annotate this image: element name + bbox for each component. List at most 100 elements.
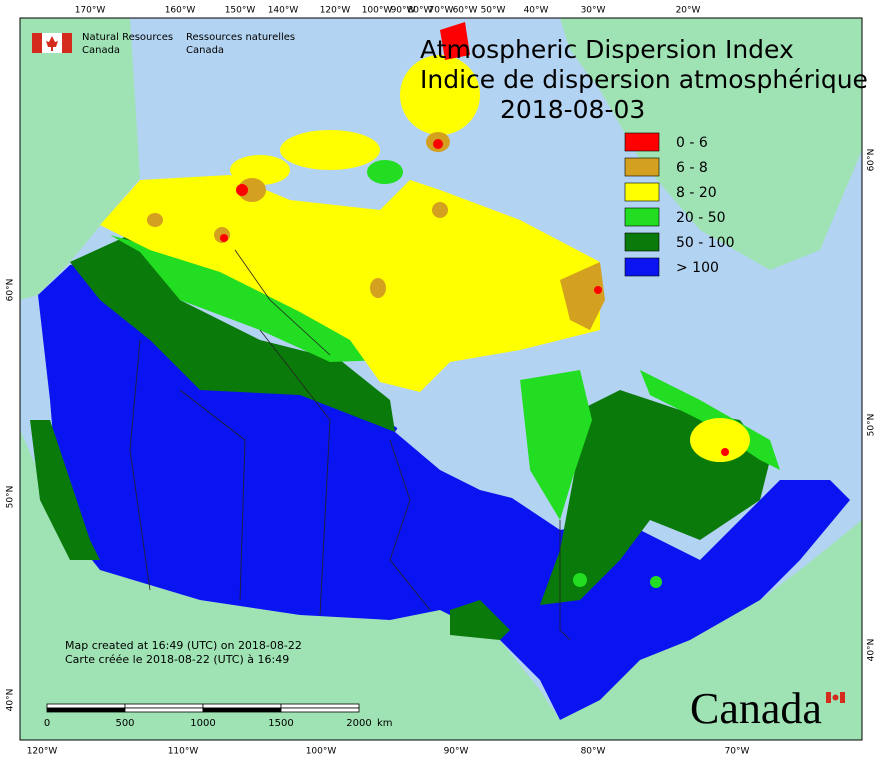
zone-6-8 <box>432 202 448 218</box>
zone-50-100 <box>70 230 395 432</box>
legend-swatch <box>624 232 660 252</box>
legend-label: 50 - 100 <box>676 235 735 251</box>
graticule-right: 60°N <box>867 149 877 172</box>
graticule-top: 90°W <box>391 6 416 16</box>
flag-bar <box>62 33 72 53</box>
graticule-bottom: 120°W <box>27 747 58 757</box>
boundary <box>259 329 331 616</box>
graticule-top: 60°W <box>453 6 478 16</box>
graticule-top: 150°W <box>225 6 256 16</box>
signature: Natural Resources Canada Ressources natu… <box>32 32 295 56</box>
graticule-bottom: 100°W <box>306 747 337 757</box>
zone-8-20-island <box>230 155 290 185</box>
zone-20-50-spot <box>650 576 662 588</box>
zone-8-20-labrador <box>690 418 750 462</box>
scale-segment <box>280 707 360 713</box>
graticule-bottom: 80°W <box>581 747 606 757</box>
map-frame <box>19 17 863 741</box>
graticule-top: 100°W <box>362 6 393 16</box>
zone-50-100-ontario <box>450 600 510 640</box>
graticule-left: 60°N <box>6 279 16 302</box>
graticule-top: 160°W <box>165 6 196 16</box>
graticule-top: 80°W <box>408 6 433 16</box>
scale-segment <box>124 707 204 713</box>
boundary <box>129 339 151 591</box>
legend: 0 - 6 6 - 8 8 - 20 20 - 50 50 - 100 > 100 <box>624 132 735 277</box>
org-en: Natural Resources <box>82 32 173 43</box>
scale-label: 1000 <box>190 718 215 729</box>
flag-leaf <box>46 36 58 51</box>
wordmark-text: Canada <box>690 684 822 733</box>
legend-label: 0 - 6 <box>676 135 708 151</box>
legend-swatch <box>624 157 660 177</box>
scale-bar: 0 500 1000 1500 2000 km <box>44 703 393 729</box>
title-en: Atmospheric Dispersion Index <box>420 35 794 64</box>
zone-6-8 <box>238 178 266 202</box>
graticule-top: 20°W <box>676 6 701 16</box>
graticule-right: 40°N <box>867 639 877 662</box>
zone-20-50 <box>110 235 385 362</box>
zone-0-6 <box>721 448 729 456</box>
zone-20-50-quebec <box>520 370 592 520</box>
footnote: Map created at 16:49 (UTC) on 2018-08-22 <box>65 639 302 652</box>
org-fr: Canada <box>186 45 224 56</box>
zone-6-8 <box>370 278 386 298</box>
graticule-top: 170°W <box>75 6 106 16</box>
zone-0-6 <box>440 22 470 60</box>
zone-0-6 <box>220 234 228 242</box>
graticule-top: 50°W <box>481 6 506 16</box>
boundary <box>179 389 246 601</box>
greenland <box>560 18 862 270</box>
boundary <box>559 520 571 641</box>
legend-swatch <box>624 207 660 227</box>
flag-leaf <box>832 694 839 701</box>
zone-6-8 <box>560 262 605 330</box>
scale-segment <box>202 707 282 713</box>
scale-label: 1500 <box>268 718 293 729</box>
title-date: 2018-08-03 <box>500 95 645 124</box>
hudson-bay <box>395 365 530 500</box>
graticule-top: 120°W <box>320 6 351 16</box>
legend-label: > 100 <box>676 260 719 276</box>
scale-segment <box>280 703 360 709</box>
legend-swatch <box>624 132 660 152</box>
graticule-top: 30°W <box>581 6 606 16</box>
scale-label: 2000 <box>346 718 371 729</box>
title-fr: Indice de dispersion atmosphérique <box>420 65 868 94</box>
graticule-left: 50°N <box>6 486 16 509</box>
legend-label: 20 - 50 <box>676 210 726 226</box>
legend-swatch <box>624 257 660 277</box>
graticule-right: 50°N <box>867 414 877 437</box>
flag-bar <box>826 692 831 703</box>
graticule-left: 40°N <box>6 689 16 712</box>
graticule-labels: 170°W 160°W 150°W 140°W 120°W 100°W90°W80°W70… <box>6 6 877 757</box>
zone-0-6 <box>433 139 443 149</box>
org-en: Canada <box>82 45 120 56</box>
flag-bar <box>32 33 42 53</box>
alaska <box>20 18 140 300</box>
zone-8-20-island <box>400 55 480 135</box>
map-area <box>20 18 862 740</box>
zone-8-20-island <box>280 130 380 170</box>
legend-swatch <box>624 182 660 202</box>
wordmark: Canada <box>690 684 845 733</box>
zone-0-6 <box>594 286 602 294</box>
scale-unit: km <box>377 718 393 729</box>
zone-0-6 <box>236 184 248 196</box>
boundary <box>389 439 431 611</box>
zone-6-8 <box>147 213 163 227</box>
legend-label: 6 - 8 <box>676 160 708 176</box>
scale-label: 0 <box>44 718 50 729</box>
graticule-top: 40°W <box>524 6 549 16</box>
org-fr: Ressources naturelles <box>186 32 295 43</box>
boundary <box>234 249 331 356</box>
scale-segment <box>124 703 204 709</box>
flag-bar <box>840 692 845 703</box>
graticule-bottom: 70°W <box>725 747 750 757</box>
graticule-top: 140°W <box>268 6 299 16</box>
scale-segment <box>202 703 282 709</box>
zone-50-100-coast <box>30 420 100 560</box>
scale-label: 500 <box>115 718 134 729</box>
usa <box>20 430 862 740</box>
